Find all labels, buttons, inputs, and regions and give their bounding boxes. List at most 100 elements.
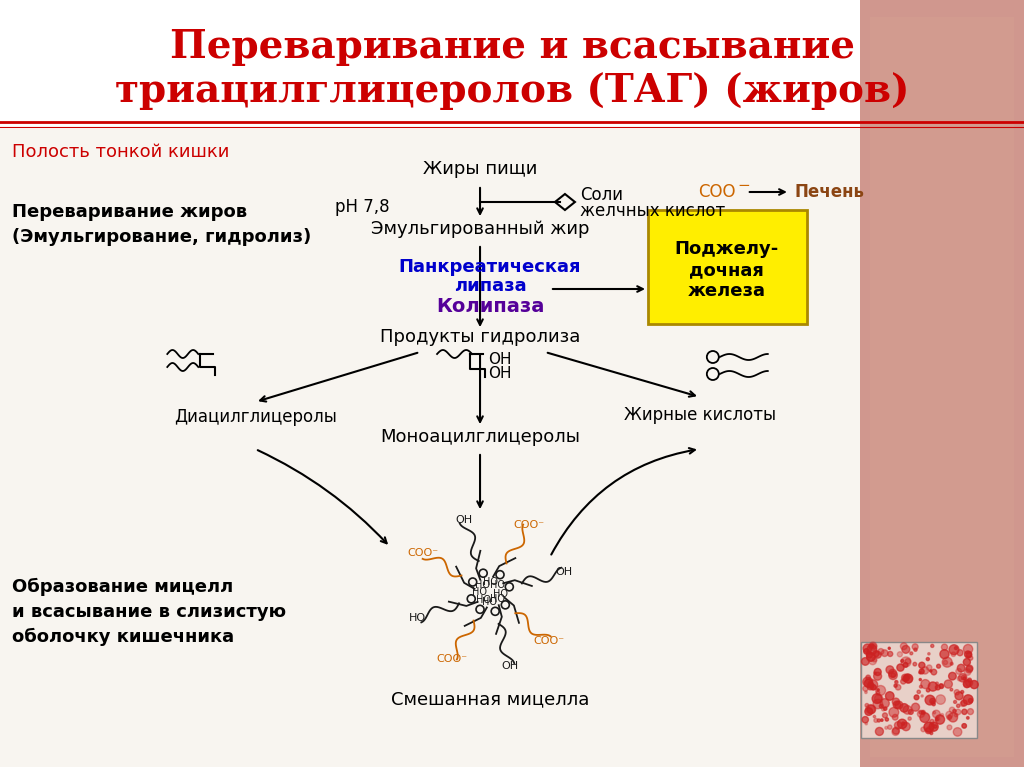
Circle shape [894,684,897,687]
Circle shape [900,703,908,712]
Circle shape [910,652,912,655]
Circle shape [888,725,892,729]
Circle shape [895,680,897,683]
Circle shape [904,674,912,683]
Circle shape [961,701,965,706]
Text: COO⁻: COO⁻ [534,637,564,647]
Circle shape [943,660,947,665]
Circle shape [967,665,973,672]
Text: Панкреатическая: Панкреатическая [398,258,582,276]
Circle shape [892,698,899,706]
Circle shape [930,670,932,672]
Circle shape [873,700,883,709]
Circle shape [962,709,967,714]
Circle shape [881,719,883,721]
Circle shape [862,716,868,723]
Circle shape [874,694,883,703]
Circle shape [878,649,884,654]
Circle shape [937,664,940,668]
Circle shape [869,657,877,665]
Text: Жиры пищи: Жиры пищи [423,160,538,178]
Text: Моноацилглицеролы: Моноацилглицеролы [380,428,580,446]
Circle shape [936,682,938,685]
Circle shape [913,663,916,666]
Circle shape [967,716,969,719]
Circle shape [880,699,889,708]
Circle shape [956,704,959,707]
Circle shape [950,663,953,665]
Circle shape [921,680,930,689]
Circle shape [901,660,904,663]
Circle shape [939,683,943,688]
Circle shape [908,709,913,714]
Circle shape [894,722,902,729]
Circle shape [902,722,905,725]
Circle shape [866,675,870,680]
Circle shape [964,659,971,666]
Circle shape [961,690,964,693]
Circle shape [958,673,967,682]
Circle shape [957,650,963,656]
Circle shape [950,688,952,691]
Circle shape [947,715,951,719]
Text: Печень: Печень [795,183,864,201]
Circle shape [895,701,903,709]
Circle shape [940,650,949,659]
Circle shape [927,726,933,733]
Circle shape [867,683,873,690]
Circle shape [908,717,911,720]
Circle shape [897,719,907,729]
Text: липаза: липаза [454,277,526,295]
Circle shape [941,644,947,650]
Circle shape [922,710,926,715]
Circle shape [864,691,867,693]
Circle shape [953,700,956,703]
Circle shape [880,704,884,708]
Circle shape [863,686,868,691]
Circle shape [877,689,880,691]
Circle shape [892,714,898,720]
Circle shape [873,650,879,657]
Circle shape [954,647,957,650]
Text: OH: OH [488,367,512,381]
Text: HO: HO [410,614,426,624]
Circle shape [964,681,970,688]
Circle shape [961,700,967,706]
Circle shape [955,692,963,700]
Text: и всасывание в слизистую: и всасывание в слизистую [12,603,287,621]
Text: COO⁻: COO⁻ [408,548,439,558]
Circle shape [948,673,956,680]
Circle shape [903,706,911,714]
Circle shape [929,723,938,731]
Circle shape [903,663,908,667]
Circle shape [942,657,952,667]
Circle shape [886,666,894,673]
FancyBboxPatch shape [869,17,1014,757]
Circle shape [895,680,898,684]
Circle shape [878,719,881,722]
Circle shape [925,695,935,705]
Circle shape [920,669,924,674]
Circle shape [936,695,945,704]
Circle shape [963,677,966,680]
Circle shape [867,705,876,713]
Circle shape [863,644,871,653]
Text: HO: HO [482,597,498,607]
Circle shape [865,705,874,714]
Circle shape [872,693,882,703]
FancyBboxPatch shape [861,641,977,738]
Circle shape [904,674,910,680]
FancyBboxPatch shape [860,0,1024,767]
Circle shape [895,685,901,690]
Text: дочная: дочная [689,261,764,279]
Text: HO: HO [493,589,508,599]
Circle shape [861,657,869,665]
Circle shape [863,677,872,686]
Circle shape [954,713,957,717]
Circle shape [883,713,888,718]
Circle shape [869,644,873,648]
Text: Смешанная мицелла: Смешанная мицелла [391,690,589,708]
Circle shape [868,642,877,650]
Circle shape [952,709,956,713]
Circle shape [957,676,962,681]
